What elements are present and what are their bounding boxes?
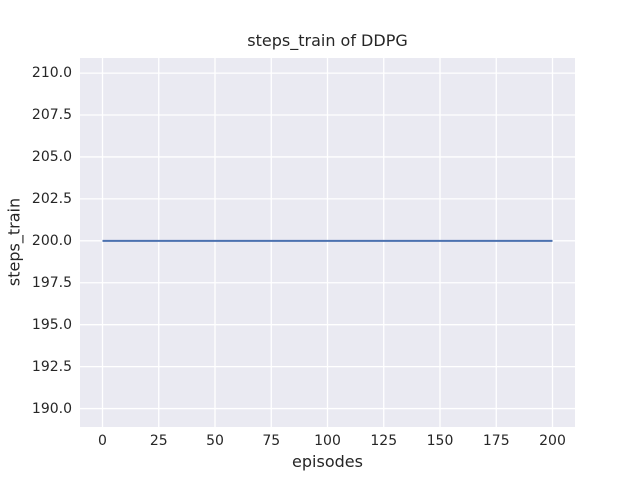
y-tick-label: 207.5 [31,107,72,124]
x-tick-label: 175 [482,433,510,449]
y-tick-label: 200.0 [31,232,72,249]
x-tick-label: 125 [370,433,398,449]
x-tick-label: 75 [262,433,281,449]
y-tick-label: 192.5 [31,358,72,375]
plot-canvas [80,58,575,427]
x-tick-label: 150 [426,433,454,449]
x-axis-label: episodes [292,452,363,471]
y-tick-label: 210.0 [31,65,72,82]
plot-area [80,58,575,427]
y-tick-label: 205.0 [31,148,72,165]
y-tick-label: 202.5 [31,190,72,207]
chart-title: steps_train of DDPG [247,31,408,50]
x-tick-label: 0 [98,433,107,449]
y-tick-label: 195.0 [31,316,72,333]
x-tick-label: 200 [539,433,566,449]
y-tick-label: 197.5 [31,274,72,291]
y-axis-label: steps_train [4,197,24,287]
x-tick-label: 50 [206,433,224,449]
y-tick-label: 190.0 [31,400,72,417]
x-tick-label: 100 [314,433,341,449]
x-tick-label: 25 [149,433,168,449]
